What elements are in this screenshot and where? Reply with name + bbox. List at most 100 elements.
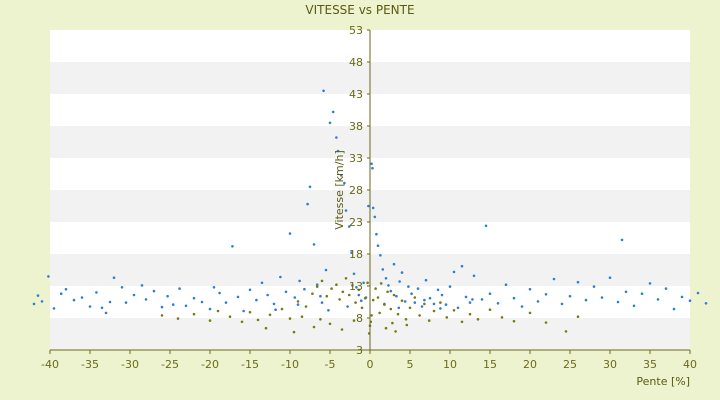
data-point-series-1 [444,303,448,306]
data-point-series-1 [347,225,351,228]
data-point-series-1 [224,301,228,304]
x-tick-label: 30 [603,358,617,371]
data-point-series-1 [672,307,676,311]
data-point-series-1 [80,296,84,299]
data-point-series-1 [410,292,413,296]
data-point-series-2 [248,310,252,314]
data-point-series-1 [242,309,245,313]
data-point-series-1 [352,272,356,276]
x-tick-label: -35 [81,358,99,371]
data-point-series-1 [212,286,216,289]
data-point-series-2 [304,305,308,308]
data-point-series-2 [379,282,383,285]
data-point-series-1 [373,215,377,219]
data-point-series-2 [311,292,314,296]
data-point-series-1 [248,288,252,292]
data-point-series-1 [375,232,378,236]
data-point-series-1 [327,309,330,312]
data-point-series-1 [315,283,319,287]
data-point-series-1 [484,224,488,228]
data-point-series-2 [340,328,344,331]
data-point-series-1 [208,307,212,311]
data-point-series-1 [140,284,144,287]
data-point-series-1 [284,290,288,294]
data-point-series-2 [389,307,393,311]
data-point-series-1 [40,300,44,303]
data-point-series-2 [576,315,580,319]
data-point-series-1 [32,302,36,306]
chart-title: VITESSE vs PENTE [305,3,414,17]
data-point-series-1 [59,292,63,296]
y-tick-label: 13 [349,280,363,293]
data-point-series-2 [354,301,357,304]
data-point-series-1 [218,291,221,295]
data-point-series-2 [384,326,388,330]
data-point-series-1 [536,300,540,303]
x-tick-label: 15 [483,358,497,371]
data-point-series-1 [274,308,277,312]
data-point-series-1 [620,238,624,242]
data-point-series-1 [303,287,306,291]
data-point-series-2 [256,318,260,322]
data-point-series-1 [47,275,50,278]
data-point-series-2 [320,279,324,283]
data-point-series-2 [312,325,316,329]
data-point-series-2 [176,317,180,320]
y-axis-label: Vitesse [km/h] [333,150,346,230]
data-point-series-2 [371,298,375,302]
data-point-series-1 [350,251,353,254]
data-point-series-2 [374,287,377,290]
x-tick-label: -20 [201,358,219,371]
x-tick-label: -25 [161,358,179,371]
data-point-series-2 [357,288,361,292]
data-point-series-1 [308,185,312,189]
data-point-series-2 [292,330,296,334]
data-point-series-1 [379,254,382,257]
data-point-series-1 [584,298,588,302]
data-point-series-1 [371,206,375,210]
data-point-series-2 [296,300,300,303]
data-point-series-2 [427,319,431,322]
data-point-series-1 [600,296,604,299]
data-point-series-1 [64,287,68,291]
x-tick-label: 35 [643,358,657,371]
data-point-series-1 [339,174,343,177]
data-point-series-1 [346,305,349,308]
data-point-series-2 [460,320,464,324]
data-point-series-2 [335,283,338,287]
data-point-series-1 [471,298,474,301]
data-point-series-2 [445,316,449,319]
data-point-series-2 [439,301,442,304]
data-point-series-2 [386,290,389,294]
data-point-series-2 [360,306,364,310]
data-point-series-2 [366,281,369,285]
data-point-series-1 [468,301,472,304]
data-point-series-1 [144,298,148,301]
data-point-series-1 [640,292,644,296]
data-point-series-1 [381,268,385,271]
data-point-series-1 [432,302,436,306]
x-tick-label: 40 [683,358,697,371]
x-tick-label: 0 [367,358,374,371]
y-tick-label: 48 [349,56,363,69]
data-point-series-2 [488,308,492,312]
data-point-series-1 [648,282,652,285]
data-point-series-1 [392,262,396,266]
data-point-series-2 [423,302,426,306]
data-point-series-1 [520,305,524,308]
data-point-series-2 [400,299,404,303]
data-point-series-1 [328,121,332,125]
data-point-series-2 [394,330,397,333]
data-point-series-1 [312,243,316,246]
data-point-series-1 [387,284,390,287]
data-point-series-2 [216,309,220,313]
data-point-series-1 [343,181,346,185]
data-point-series-1 [112,276,116,280]
data-point-series-2 [347,293,351,297]
data-point-series-1 [552,277,556,281]
data-point-series-2 [280,307,284,311]
data-point-series-1 [355,286,358,289]
data-point-series-1 [370,162,373,166]
data-point-series-1 [416,287,420,290]
data-point-series-1 [576,280,580,284]
